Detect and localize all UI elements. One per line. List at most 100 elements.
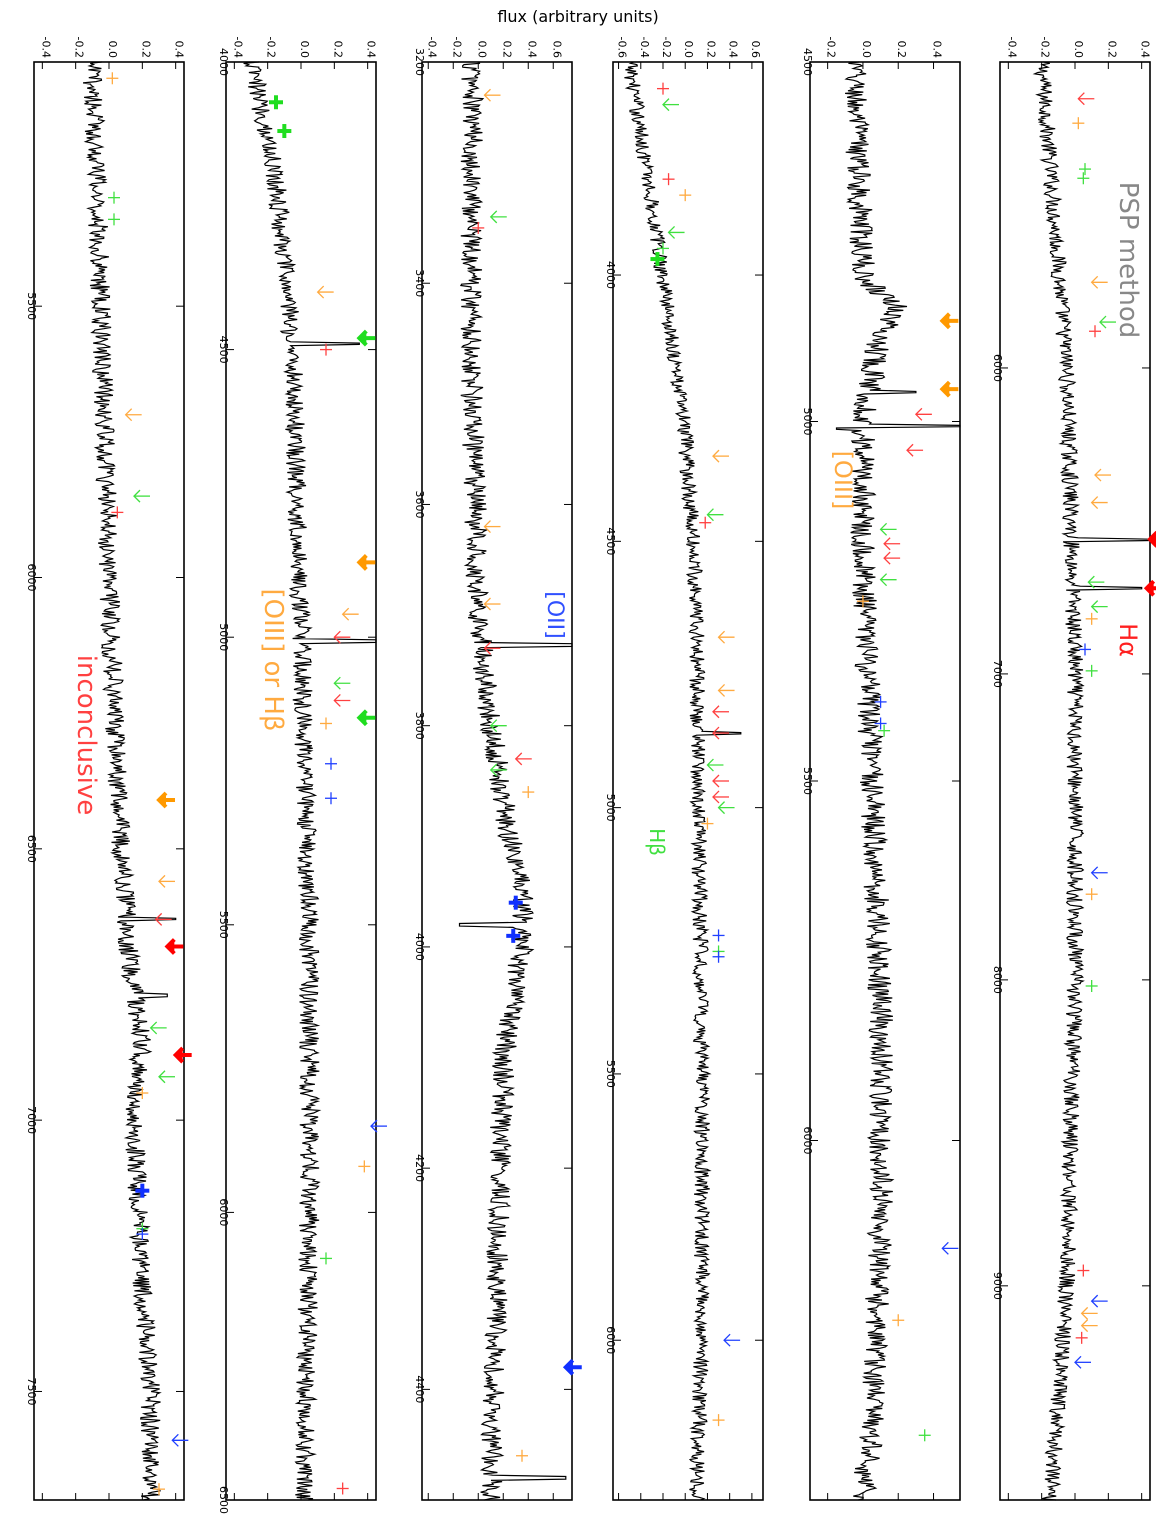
- y-tick-label: 0.4: [727, 41, 740, 59]
- line-marker-arrow: [124, 408, 142, 422]
- line-marker-arrow: [154, 912, 172, 926]
- spectrum-panel-3: 4000 4500 5000 5500 6000 -0.6 -0.4 -0.2 0.0 0.2 0.…: [604, 37, 764, 1501]
- x-tick-label: 6000: [991, 354, 1004, 382]
- marker-head: [667, 225, 676, 239]
- line-marker-plus: [1077, 172, 1090, 185]
- line-marker-plus: [856, 595, 869, 608]
- y-tick-label: -0.2: [450, 37, 463, 58]
- x-tick-label: 6000: [217, 1198, 230, 1226]
- line-marker-arrow: [1080, 1319, 1098, 1333]
- y-tick-label: 0.0: [106, 41, 119, 59]
- x-tick-label: 6000: [25, 564, 38, 592]
- x-tick-label: 3800: [413, 712, 426, 740]
- marker-head: [879, 573, 888, 587]
- line-marker-arrow: [156, 791, 175, 809]
- spectrum-line: [243, 61, 377, 1501]
- line-marker-plus: [657, 82, 669, 95]
- line-marker-plus: [662, 173, 675, 186]
- marker-head: [1077, 92, 1085, 106]
- line-marker-plus: [712, 929, 725, 942]
- line-marker-arrow: [906, 443, 924, 457]
- line-marker-plus: [136, 1087, 149, 1100]
- line-marker-arrow: [483, 641, 501, 655]
- marker-head: [706, 508, 714, 522]
- line-marker-plus: [1085, 612, 1098, 625]
- line-marker-arrow: [514, 752, 532, 766]
- line-marker-arrow: [883, 551, 901, 565]
- line-marker-arrow: [712, 705, 729, 719]
- line-marker-arrow: [883, 537, 901, 551]
- marker-head: [370, 1119, 378, 1133]
- y-tick-label: 0.2: [1105, 41, 1118, 59]
- y-tick-label: 0.0: [298, 41, 311, 59]
- marker-head: [158, 1070, 166, 1084]
- line-marker-arrow: [717, 801, 735, 815]
- line-marker-arrow: [1147, 530, 1156, 548]
- line-marker-arrow: [1099, 315, 1116, 329]
- line-marker-arrow: [341, 607, 359, 621]
- line-marker-arrow: [489, 719, 507, 733]
- marker-head: [939, 380, 951, 398]
- x-tick-label: 5000: [801, 408, 814, 436]
- y-tick-label: 0.6: [550, 41, 563, 59]
- spectrum-line: [458, 61, 573, 1501]
- line-marker-arrow: [1074, 1355, 1091, 1369]
- x-tick-label: 7000: [991, 660, 1004, 688]
- line-marker-arrow: [489, 763, 507, 777]
- line-marker-arrow: [1090, 275, 1108, 289]
- line-marker-arrow: [706, 758, 724, 772]
- line-marker-arrow: [333, 630, 351, 644]
- marker-head: [489, 763, 498, 777]
- y-tick-label: -0.4: [39, 37, 52, 58]
- line-marker-plus: [135, 1183, 150, 1198]
- line-marker-plus: [1072, 117, 1085, 130]
- panel-frame: [612, 61, 764, 1501]
- panel-frame: [809, 61, 961, 1501]
- marker-head: [149, 1021, 158, 1035]
- line-marker-plus: [1089, 325, 1101, 338]
- line-marker-plus: [1085, 888, 1098, 901]
- y-tick-label: 0.2: [331, 41, 344, 59]
- marker-head: [1090, 600, 1099, 614]
- marker-head: [883, 551, 891, 565]
- line-marker-arrow: [712, 449, 729, 463]
- marker-head: [717, 630, 726, 644]
- panel-frame: [421, 61, 573, 1501]
- x-tick-label: 4000: [217, 48, 230, 76]
- line-marker-arrow: [171, 1433, 189, 1447]
- marker-head: [712, 705, 720, 719]
- marker-head: [562, 1358, 575, 1376]
- line-marker-arrow: [717, 683, 735, 697]
- y-tick-label: 0.0: [860, 41, 873, 59]
- spectrum-line: [82, 61, 177, 1501]
- marker-head: [483, 88, 491, 102]
- line-marker-arrow: [562, 1358, 582, 1376]
- line-marker-plus: [918, 1429, 931, 1442]
- line-marker-plus: [874, 695, 887, 708]
- x-tick-label: 4200: [413, 1154, 426, 1182]
- y-tick-label: -0.4: [231, 37, 244, 58]
- panel-frame: [225, 61, 377, 1501]
- y-tick-label: -0.2: [73, 37, 86, 58]
- line-marker-arrow: [356, 329, 376, 347]
- x-tick-label: 5000: [604, 794, 617, 822]
- y-tick-label: 0.4: [525, 41, 538, 59]
- marker-head: [1080, 1319, 1089, 1333]
- marker-head: [706, 758, 714, 772]
- marker-head: [879, 522, 888, 536]
- line-marker-plus: [325, 792, 337, 805]
- x-tick-label: 6500: [217, 1486, 230, 1514]
- marker-head: [1090, 496, 1099, 510]
- line-marker-arrow: [914, 407, 932, 421]
- x-tick-label: 4000: [413, 933, 426, 961]
- marker-head: [723, 1333, 731, 1347]
- line-marker-plus: [136, 1228, 149, 1241]
- line-marker-plus: [325, 757, 337, 770]
- line-marker-arrow: [941, 1241, 959, 1255]
- y-tick-label: 0.0: [475, 41, 488, 59]
- marker-head: [717, 801, 726, 815]
- line-marker-arrow: [1090, 496, 1108, 510]
- marker-head: [1147, 530, 1156, 548]
- marker-head: [164, 938, 176, 955]
- marker-head: [914, 407, 923, 421]
